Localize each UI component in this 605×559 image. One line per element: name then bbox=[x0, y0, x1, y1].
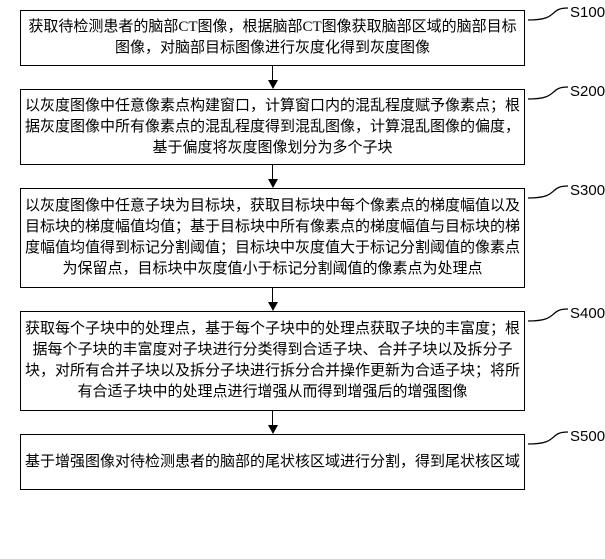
arrow-head-icon bbox=[268, 425, 278, 434]
step-label: S300 bbox=[570, 182, 605, 199]
arrow-shaft bbox=[272, 66, 273, 81]
arrow-connector bbox=[20, 288, 525, 311]
step-text: 以灰度图像中任意像素点构建窗口，计算窗口内的混乱程度赋予像素点；根据灰度图像中所… bbox=[25, 96, 520, 159]
step-box: 基于增强图像对待检测患者的脑部的尾状核区域进行分割，得到尾状核区域 bbox=[20, 434, 525, 490]
step-label: S500 bbox=[570, 428, 605, 445]
arrow-connector bbox=[20, 66, 525, 89]
step-text: 以灰度图像中任意子块为目标块，获取目标块中每个像素点的梯度幅值以及目标块的梯度幅… bbox=[25, 196, 520, 280]
flowchart: 获取待检测患者的脑部CT图像，根据脑部CT图像获取脑部区域的脑部目标图像，对脑部… bbox=[0, 0, 605, 559]
step-S400: 获取每个子块中的处理点，基于每个子块中的处理点获取子块的丰富度；根据每个子块的丰… bbox=[0, 311, 605, 411]
step-box: 以灰度图像中任意像素点构建窗口，计算窗口内的混乱程度赋予像素点；根据灰度图像中所… bbox=[20, 89, 525, 165]
step-label: S400 bbox=[570, 305, 605, 322]
label-leader-line bbox=[528, 6, 558, 28]
label-leader-line bbox=[528, 430, 558, 452]
step-box: 获取待检测患者的脑部CT图像，根据脑部CT图像获取脑部区域的脑部目标图像，对脑部… bbox=[20, 10, 525, 66]
label-leader-line bbox=[528, 85, 558, 107]
label-leader-line bbox=[528, 307, 558, 329]
arrow-shaft bbox=[272, 411, 273, 426]
step-label: S100 bbox=[570, 4, 605, 21]
step-box: 获取每个子块中的处理点，基于每个子块中的处理点获取子块的丰富度；根据每个子块的丰… bbox=[20, 311, 525, 411]
arrow-shaft bbox=[272, 288, 273, 303]
arrow-head-icon bbox=[268, 179, 278, 188]
arrow-head-icon bbox=[268, 80, 278, 89]
label-leader-line bbox=[528, 184, 558, 206]
arrow-connector bbox=[20, 411, 525, 434]
step-text: 获取每个子块中的处理点，基于每个子块中的处理点获取子块的丰富度；根据每个子块的丰… bbox=[25, 319, 520, 403]
step-box: 以灰度图像中任意子块为目标块，获取目标块中每个像素点的梯度幅值以及目标块的梯度幅… bbox=[20, 188, 525, 288]
step-text: 获取待检测患者的脑部CT图像，根据脑部CT图像获取脑部区域的脑部目标图像，对脑部… bbox=[25, 17, 520, 59]
arrow-shaft bbox=[272, 165, 273, 180]
arrow-connector bbox=[20, 165, 525, 188]
step-label: S200 bbox=[570, 83, 605, 100]
step-S300: 以灰度图像中任意子块为目标块，获取目标块中每个像素点的梯度幅值以及目标块的梯度幅… bbox=[0, 188, 605, 288]
step-text: 基于增强图像对待检测患者的脑部的尾状核区域进行分割，得到尾状核区域 bbox=[25, 452, 520, 473]
step-S200: 以灰度图像中任意像素点构建窗口，计算窗口内的混乱程度赋予像素点；根据灰度图像中所… bbox=[0, 89, 605, 165]
step-S500: 基于增强图像对待检测患者的脑部的尾状核区域进行分割，得到尾状核区域S500 bbox=[0, 434, 605, 490]
step-S100: 获取待检测患者的脑部CT图像，根据脑部CT图像获取脑部区域的脑部目标图像，对脑部… bbox=[0, 10, 605, 66]
arrow-head-icon bbox=[268, 302, 278, 311]
